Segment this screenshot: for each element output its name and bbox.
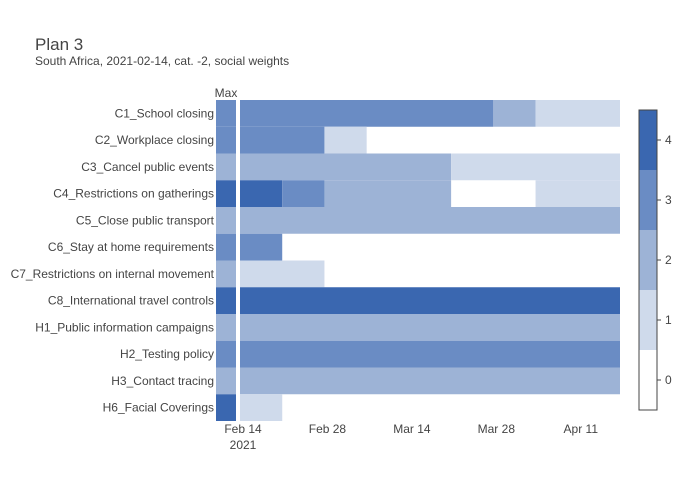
max-cell xyxy=(216,180,236,207)
plan-cell xyxy=(240,287,620,314)
max-cell xyxy=(216,126,236,154)
plan-cell xyxy=(493,100,536,127)
plan-cell xyxy=(324,126,367,154)
max-cell xyxy=(216,314,236,341)
max-cell xyxy=(216,260,236,288)
plan-cell xyxy=(240,153,452,181)
x-tick-sublabel: 2021 xyxy=(230,438,257,452)
row-label: H3_Contact tracing xyxy=(111,374,214,388)
colorbar-tick-label: 1 xyxy=(665,313,672,327)
max-cell xyxy=(216,287,236,314)
colorbar-outline xyxy=(638,109,658,411)
plan-cell xyxy=(535,180,620,207)
max-column-label: Max xyxy=(215,86,238,100)
colorbar-tick-label: 0 xyxy=(665,373,672,387)
x-tick-label: Apr 11 xyxy=(564,422,599,436)
x-tick-label: Mar 28 xyxy=(478,422,516,436)
row-label: H6_Facial Coverings xyxy=(103,401,214,415)
colorbar: 0 1 2 3 4 xyxy=(638,109,672,411)
max-cell xyxy=(216,367,236,395)
colorbar-segment xyxy=(639,170,657,230)
plan-cell xyxy=(240,367,620,395)
row-labels: C1_School closing C2_Workplace closing C3_… xyxy=(11,106,215,414)
row-label: C7_Restrictions on internal movement xyxy=(11,267,215,281)
chart-subtitle: South Africa, 2021-02-14, cat. -2, socia… xyxy=(35,54,289,68)
row-label: C1_School closing xyxy=(115,106,214,120)
x-tick-label: Feb 14 xyxy=(224,422,262,436)
max-cell xyxy=(216,394,236,421)
max-cell xyxy=(216,153,236,181)
row-label: C5_Close public transport xyxy=(76,213,215,227)
plan-cell xyxy=(240,233,283,261)
colorbar-segment xyxy=(639,110,657,170)
x-tick-label: Feb 28 xyxy=(309,422,347,436)
x-axis-ticks: Feb 14 2021 Feb 28 Mar 14 Mar 28 Apr 11 xyxy=(224,422,598,452)
colorbar-tick-label: 2 xyxy=(665,253,672,267)
plan-cell xyxy=(240,340,620,368)
plan-cell xyxy=(240,207,620,234)
colorbar-segment xyxy=(639,230,657,290)
row-label: C2_Workplace closing xyxy=(95,133,214,147)
plan-cell xyxy=(240,180,283,207)
heatmap-cells xyxy=(216,100,620,421)
x-tick-label: Mar 14 xyxy=(393,422,431,436)
colorbar-tick-label: 3 xyxy=(665,193,672,207)
plan-cell xyxy=(240,394,283,421)
plan-cell xyxy=(240,314,620,341)
max-cell xyxy=(216,207,236,234)
row-label: H2_Testing policy xyxy=(120,347,214,361)
plan-cell xyxy=(324,180,452,207)
plan-cell xyxy=(535,100,620,127)
row-label: H1_Public information campaigns xyxy=(35,320,214,334)
plan-cell xyxy=(240,260,325,288)
plan-cell xyxy=(282,180,325,207)
colorbar-tick-label: 4 xyxy=(665,133,672,147)
max-cell xyxy=(216,100,236,127)
plan-cell xyxy=(451,153,620,181)
plan-cell xyxy=(240,100,494,127)
colorbar-segment xyxy=(639,290,657,350)
chart-title: Plan 3 xyxy=(35,35,83,54)
row-label: C4_Restrictions on gatherings xyxy=(53,187,214,201)
max-cell xyxy=(216,233,236,261)
plan-cell xyxy=(240,126,325,154)
row-label: C8_International travel controls xyxy=(48,294,214,308)
max-cell xyxy=(216,340,236,368)
row-label: C6_Stay at home requirements xyxy=(48,240,214,254)
colorbar-segment xyxy=(639,350,657,410)
row-label: C3_Cancel public events xyxy=(81,160,214,174)
